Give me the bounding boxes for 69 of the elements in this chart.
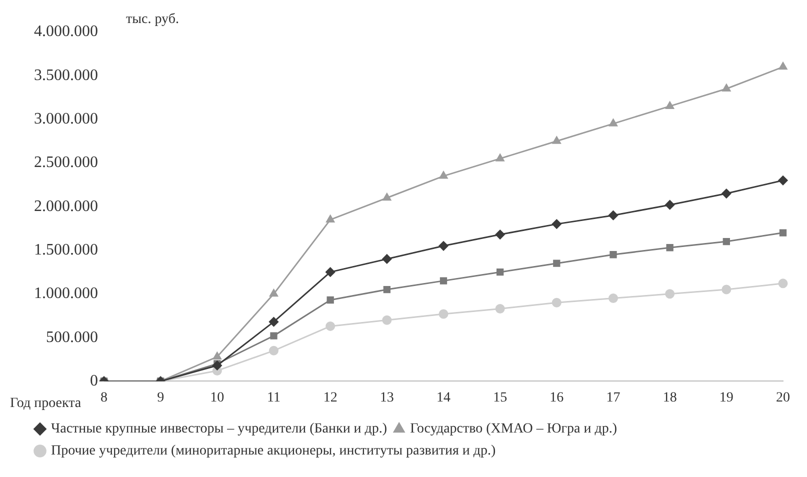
x-tick-label: 9 (157, 390, 164, 406)
point (438, 241, 448, 251)
point (212, 360, 222, 370)
x-tick-label: 12 (323, 390, 338, 406)
point (495, 230, 505, 240)
x-tick-label: 8 (100, 390, 108, 406)
point (496, 268, 504, 276)
y-tick-label: 4.000.000 (34, 23, 98, 40)
point (382, 315, 392, 325)
point (326, 214, 335, 222)
legend-label: Частные крупные инвесторы – учредители (Банки и др.) (51, 422, 388, 437)
point (495, 304, 505, 314)
point (439, 171, 448, 179)
point (326, 267, 336, 277)
legend-label: Государство (ХМАО – Югра и др.) (410, 422, 618, 437)
point (440, 277, 448, 284)
x-tick-label: 17 (606, 390, 620, 406)
y-axis-title: тыс. руб. (126, 12, 179, 28)
point (326, 296, 334, 304)
point (778, 62, 788, 70)
point (270, 289, 278, 297)
legend-label: Прочие учредители (миноритарные акционеры, институты развития и др.) (51, 444, 496, 459)
point (326, 321, 336, 331)
point (608, 294, 618, 304)
point (722, 238, 730, 246)
point (779, 229, 787, 236)
point (665, 200, 675, 210)
x-tick-label: 20 (776, 390, 790, 406)
point (722, 84, 731, 92)
point (609, 118, 618, 126)
x-tick-label: 13 (380, 390, 394, 406)
point (382, 193, 392, 201)
y-tick-label: 3.000.000 (34, 110, 98, 128)
x-tick-label: 14 (436, 390, 450, 406)
x-tick-label: 16 (550, 390, 564, 406)
point (552, 136, 561, 144)
point (778, 176, 788, 186)
point (269, 317, 278, 327)
y-tick-label: 1.500.000 (34, 241, 98, 258)
x-tick-label: 19 (719, 390, 734, 406)
point (665, 289, 675, 299)
point (496, 154, 504, 162)
point (212, 352, 222, 360)
x-tick-label: 18 (662, 390, 677, 406)
point (722, 188, 732, 198)
x-tick-label: 11 (267, 390, 280, 406)
point (270, 332, 278, 340)
point (608, 210, 618, 220)
x-tick-label: 10 (210, 390, 224, 406)
point (553, 260, 560, 267)
point (383, 286, 390, 294)
x-tick-label: 15 (493, 390, 508, 406)
point (552, 298, 562, 308)
point (610, 251, 617, 258)
y-tick-label: 3.500.000 (34, 66, 98, 84)
point (438, 309, 448, 319)
point (666, 101, 674, 109)
y-tick-label: 2.000.000 (34, 198, 98, 215)
point (552, 219, 562, 229)
y-tick-label: 1.000.000 (34, 285, 98, 302)
x-axis-title: Год проекта (10, 396, 82, 412)
point (382, 254, 392, 264)
point (722, 284, 732, 294)
point (666, 244, 674, 252)
y-tick-label: 0 (90, 372, 98, 390)
y-tick-label: 2.500.000 (34, 154, 98, 172)
point (778, 278, 788, 288)
point (269, 346, 278, 356)
y-tick-label: 500.000 (46, 328, 98, 346)
